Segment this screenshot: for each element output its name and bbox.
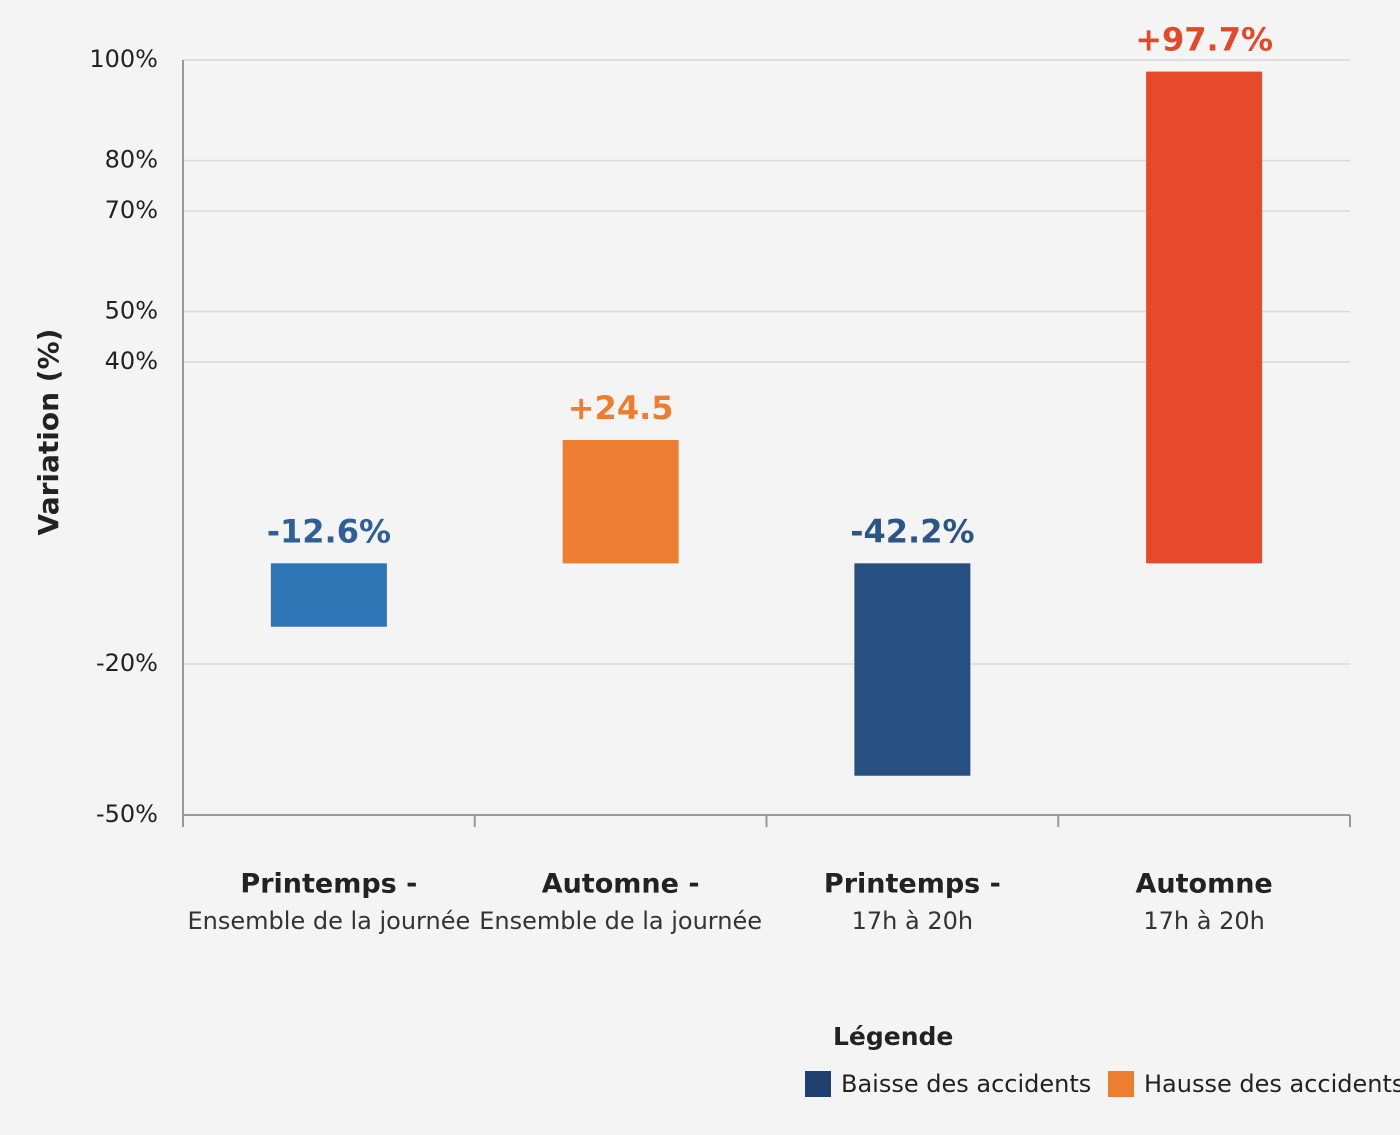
legend-label: Hausse des accidents xyxy=(1144,1070,1400,1098)
y-tick-label: -20% xyxy=(96,649,158,677)
x-tick-sublabel: Ensemble de la journée xyxy=(479,907,762,935)
y-tick-label: 100% xyxy=(89,45,158,73)
value-label: -42.2% xyxy=(850,512,974,550)
x-tick-sublabel: 17h à 20h xyxy=(1143,907,1264,935)
bar xyxy=(854,563,971,776)
x-tick-label: Automne - xyxy=(542,869,700,900)
x-tick-label: Printemps - xyxy=(824,869,1001,900)
value-label: +97.7% xyxy=(1135,21,1273,59)
y-tick-label: 50% xyxy=(105,297,158,325)
x-tick-label: Printemps - xyxy=(240,869,417,900)
bar xyxy=(270,563,387,627)
legend-title: Légende xyxy=(833,1022,953,1051)
bar xyxy=(562,440,679,564)
x-tick-label: Automne xyxy=(1136,869,1273,900)
bar xyxy=(1146,71,1263,564)
y-tick-label: 80% xyxy=(105,146,158,174)
y-axis-label: Variation (%) xyxy=(32,329,65,536)
y-tick-label: 70% xyxy=(105,196,158,224)
value-label: +24.5 xyxy=(568,389,674,427)
legend-label: Baisse des accidents xyxy=(841,1070,1091,1098)
y-tick-label: 40% xyxy=(105,347,158,375)
legend-swatch xyxy=(805,1071,831,1097)
value-label: -12.6% xyxy=(267,512,391,550)
y-tick-label: -50% xyxy=(96,800,158,828)
x-tick-sublabel: Ensemble de la journée xyxy=(188,907,471,935)
legend-swatch xyxy=(1108,1071,1134,1097)
x-tick-sublabel: 17h à 20h xyxy=(852,907,973,935)
